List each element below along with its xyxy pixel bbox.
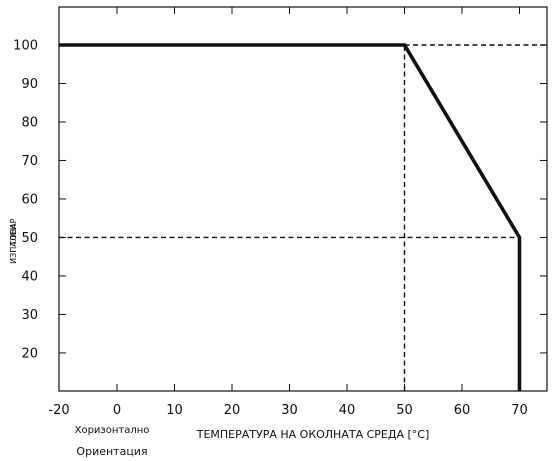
- plot-frame: [58, 6, 548, 392]
- x-tick-label: -20: [48, 403, 69, 418]
- x-tick-label: 0: [113, 403, 121, 418]
- series-lines: [59, 43, 522, 391]
- y-axis-label-overlay: ИЗПАЛЕН: [9, 224, 18, 264]
- y-tick-label: 60: [21, 192, 38, 207]
- y-tick-label: 50: [21, 231, 38, 246]
- x-tick-label: 50: [396, 403, 413, 418]
- reference-lines: [59, 44, 547, 391]
- orientation-top-label: Хоризонтално: [75, 425, 150, 436]
- x-axis-label: ТЕМПЕРАТУРА НА ОКОЛНАТА СРЕДА [°C]: [196, 428, 430, 441]
- axis-ticks: [59, 7, 547, 391]
- x-tick-label: 40: [339, 403, 356, 418]
- y-axis-label: ТОВАР: [9, 218, 18, 246]
- y-tick-label: 80: [21, 115, 38, 130]
- x-tick-label: 30: [281, 403, 298, 418]
- load-curve: [59, 43, 522, 391]
- plot-border: [58, 6, 548, 392]
- y-tick-label: 100: [13, 39, 38, 54]
- y-tick-label: 30: [21, 308, 38, 323]
- orientation-bottom-label: Ориентация: [76, 445, 147, 458]
- y-tick-label: 20: [21, 346, 38, 361]
- y-tick-label: 90: [21, 77, 38, 92]
- x-tick-label: 10: [166, 403, 183, 418]
- x-tick-label: 60: [454, 403, 471, 418]
- x-tick-label: 20: [224, 403, 241, 418]
- y-tick-label: 40: [21, 269, 38, 284]
- x-tick-label: 70: [511, 403, 528, 418]
- axis-labels: 20 30 40 50 60 70 80 90 100 -20 0 10 20 30 40 50 60 70: [13, 39, 528, 419]
- y-tick-label: 70: [21, 154, 38, 169]
